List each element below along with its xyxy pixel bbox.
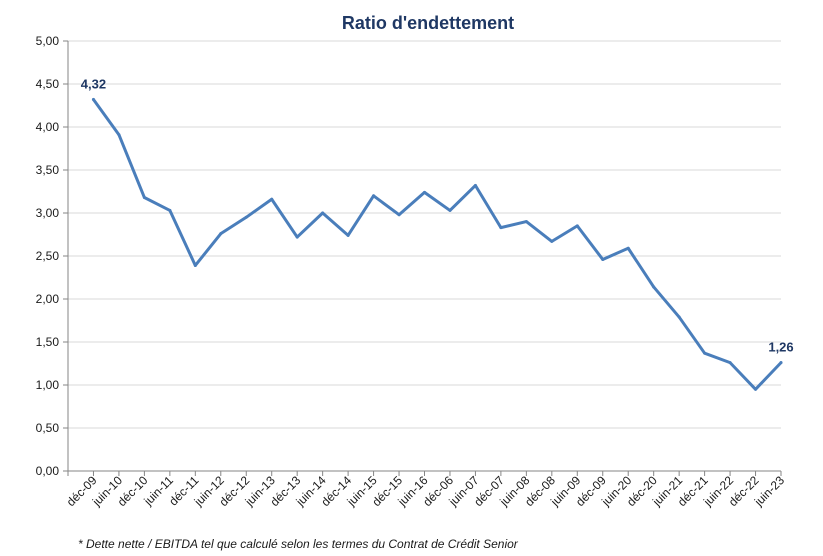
y-tick-label: 1,00 [36, 378, 60, 392]
data-point [677, 315, 681, 319]
data-point [448, 208, 452, 212]
x-axis-ticks: déc-09juin-10déc-10juin-11déc-11juin-12d… [64, 471, 787, 509]
chart-title: Ratio d'endettement [342, 13, 514, 33]
data-label: 4,32 [81, 76, 106, 91]
y-tick-label: 4,50 [36, 77, 60, 91]
data-point [397, 213, 401, 217]
data-point [193, 263, 197, 267]
y-tick-label: 3,50 [36, 163, 60, 177]
data-point [524, 220, 528, 224]
data-point [652, 285, 656, 289]
y-axis-ticks: 0,00 0,50 1,00 1,50 2,00 2,50 3,00 3,50 4,00 4,50… [36, 34, 68, 478]
data-point [473, 183, 477, 187]
data-point [550, 239, 554, 243]
data-point [219, 232, 223, 236]
footnote: * Dette nette / EBITDA tel que calculé s… [78, 537, 518, 551]
data-point [91, 97, 95, 101]
data-point [346, 233, 350, 237]
series-group [91, 97, 783, 391]
y-tick-label: 1,50 [36, 335, 60, 349]
data-point [372, 194, 376, 198]
data-point [601, 257, 605, 261]
y-tick-label: 4,00 [36, 120, 60, 134]
data-labels: 4,32 1,26 [81, 76, 794, 354]
data-point [499, 226, 503, 230]
data-point [423, 190, 426, 194]
data-point [270, 197, 274, 201]
data-point [626, 246, 630, 250]
y-tick-label: 2,00 [36, 292, 60, 306]
data-point [779, 361, 783, 365]
data-point [295, 235, 299, 239]
data-point [244, 215, 248, 219]
y-tick-label: 0,00 [36, 464, 60, 478]
gridlines [68, 40, 781, 429]
data-point [728, 361, 732, 365]
series-line [91, 97, 783, 391]
data-point [703, 351, 707, 355]
y-tick-label: 5,00 [36, 34, 60, 48]
y-tick-label: 2,50 [36, 249, 60, 263]
data-point [575, 224, 579, 228]
data-point [142, 196, 146, 200]
data-label: 1,26 [768, 340, 793, 355]
data-point [117, 133, 121, 137]
data-point [754, 387, 758, 391]
y-tick-label: 0,50 [36, 421, 60, 435]
data-point [168, 208, 172, 212]
y-tick-label: 3,00 [36, 206, 60, 220]
data-point [321, 211, 325, 215]
